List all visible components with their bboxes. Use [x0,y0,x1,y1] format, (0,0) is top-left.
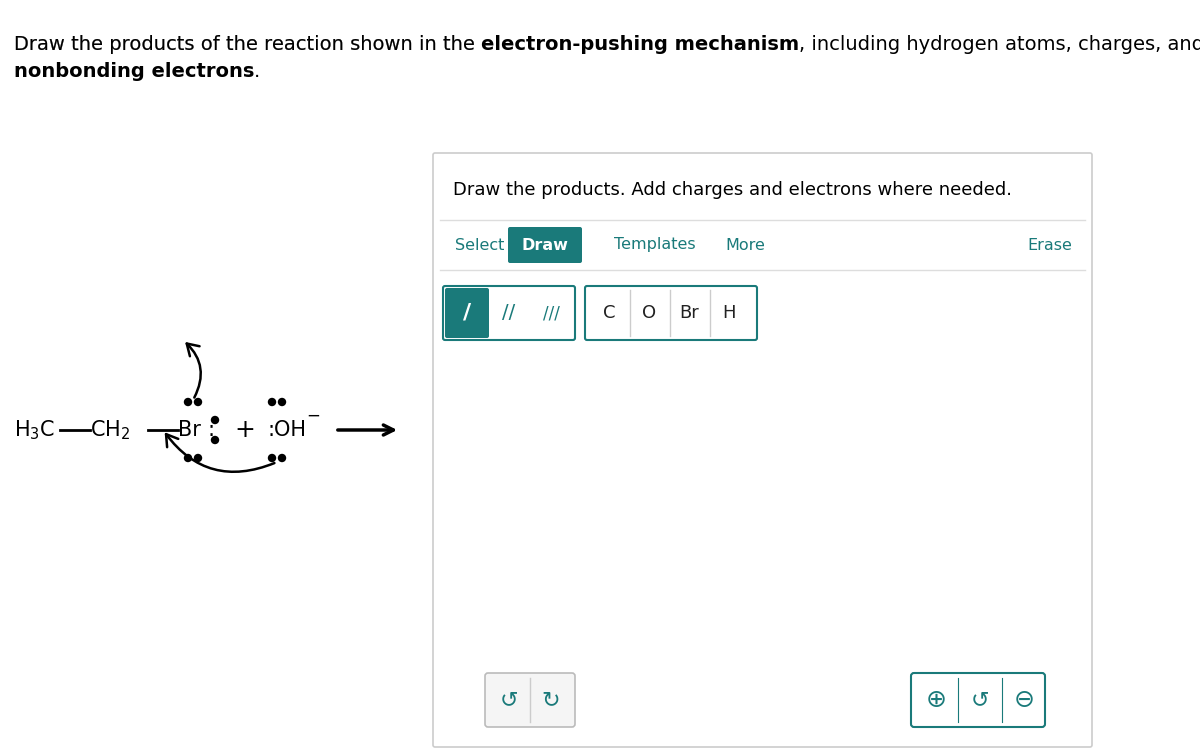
Circle shape [185,399,192,405]
Text: ↺: ↺ [499,690,518,710]
Text: H: H [722,304,736,322]
Circle shape [211,417,218,424]
Text: .: . [254,62,260,81]
Text: C: C [602,304,616,322]
Circle shape [278,455,286,461]
Text: electron-pushing mechanism: electron-pushing mechanism [481,35,799,54]
FancyBboxPatch shape [586,286,757,340]
Circle shape [185,455,192,461]
FancyArrowPatch shape [166,434,275,472]
FancyBboxPatch shape [433,153,1092,747]
Text: ///: /// [542,304,559,322]
Text: H$_3$C: H$_3$C [14,418,55,442]
Text: CH$_2$: CH$_2$ [90,418,131,442]
FancyArrowPatch shape [187,344,200,398]
Circle shape [269,455,276,461]
Text: Select: Select [455,238,505,252]
Text: Draw: Draw [522,238,569,252]
FancyBboxPatch shape [508,227,582,263]
Circle shape [278,399,286,405]
FancyBboxPatch shape [485,673,575,727]
Text: :: : [208,420,215,440]
Text: Draw the products of the reaction shown in the ​electron-pushing mechanism: Draw the products of the reaction shown … [14,35,764,54]
FancyBboxPatch shape [443,286,575,340]
Text: Br: Br [679,304,698,322]
Text: ↺: ↺ [971,690,989,710]
Text: Br: Br [178,420,200,440]
Text: Draw the products of the reaction shown in the: Draw the products of the reaction shown … [14,35,481,54]
Text: −: − [306,407,320,425]
Text: /: / [463,303,472,323]
Text: , including hydrogen atoms, charges, and: , including hydrogen atoms, charges, and [799,35,1200,54]
Circle shape [211,436,218,443]
Circle shape [269,399,276,405]
Circle shape [194,455,202,461]
Text: More: More [725,238,764,252]
Text: O: O [642,304,656,322]
Text: Templates: Templates [614,238,696,252]
FancyBboxPatch shape [445,288,490,338]
Text: Erase: Erase [1027,238,1073,252]
Text: Draw the products. Add charges and electrons where needed.: Draw the products. Add charges and elect… [454,181,1012,199]
Text: nonbonding electrons: nonbonding electrons [14,62,254,81]
Text: :OH: :OH [268,420,307,440]
Text: +: + [234,418,256,442]
Circle shape [194,399,202,405]
Text: ⊖: ⊖ [1014,688,1034,712]
Text: //: // [503,304,516,322]
Text: ⊕: ⊕ [925,688,947,712]
Text: ↻: ↻ [541,690,560,710]
FancyBboxPatch shape [911,673,1045,727]
Text: Draw the products of the reaction shown in the: Draw the products of the reaction shown … [14,35,481,54]
